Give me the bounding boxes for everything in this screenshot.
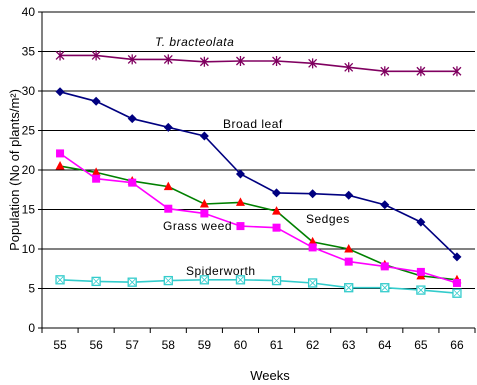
y-tick-label: 30: [22, 84, 36, 98]
data-point: [235, 275, 246, 285]
data-point: [127, 54, 137, 65]
data-point: [380, 262, 389, 271]
data-point: [55, 275, 65, 285]
data-point: [164, 204, 173, 213]
data-point: [452, 252, 462, 262]
x-tick-label: 59: [198, 338, 212, 352]
axes: 0 5 10 15 20 25 30 35 40 55 56 57 58 59 60 61 62 63 64 65 66: [22, 5, 476, 352]
series-1: [55, 87, 462, 262]
data-point: [55, 50, 65, 61]
data-point: [380, 66, 390, 77]
data-point: [163, 54, 173, 65]
data-point: [272, 55, 282, 66]
data-point: [416, 267, 425, 276]
data-point: [271, 275, 282, 286]
series-label-broad-leaf: Broad leaf: [223, 117, 283, 131]
data-point: [91, 50, 101, 61]
data-point: [308, 189, 318, 199]
data-point: [344, 283, 354, 293]
x-tick-label: 61: [270, 338, 284, 352]
data-point: [127, 277, 137, 287]
y-tick-label: 0: [28, 321, 35, 335]
data-point: [199, 56, 209, 67]
data-point: [308, 236, 318, 246]
data-point: [308, 58, 318, 69]
series-line: [60, 54, 457, 73]
data-point: [416, 285, 426, 295]
y-tick-label: 10: [22, 242, 36, 256]
data-point: [272, 206, 282, 215]
y-tick-label: 20: [22, 163, 36, 177]
x-tick-label: 57: [126, 338, 140, 352]
data-point: [235, 169, 245, 179]
series-line: [59, 278, 458, 294]
x-tick-label: 55: [53, 338, 67, 352]
series-2: [55, 161, 462, 284]
data-point: [199, 275, 210, 285]
gridlines: [42, 11, 475, 289]
data-point: [235, 55, 245, 66]
series-label-spiderworth: Spiderworth: [186, 264, 256, 278]
series-label-sedges: Sedges: [306, 212, 350, 226]
data-point: [91, 276, 101, 287]
x-tick-label: 64: [378, 338, 392, 352]
data-point: [452, 288, 462, 298]
x-tick-label: 56: [89, 338, 103, 352]
data-point: [272, 223, 281, 232]
y-tick-label: 35: [22, 45, 36, 59]
data-point: [163, 275, 173, 286]
x-tick-label: 58: [162, 338, 176, 352]
data-point: [128, 178, 137, 187]
data-point: [416, 66, 426, 77]
data-point: [344, 244, 354, 253]
y-tick-label: 40: [22, 5, 36, 19]
data-point: [55, 87, 65, 97]
data-point: [236, 222, 245, 231]
x-tick-label: 66: [450, 338, 464, 352]
data-point: [380, 200, 390, 210]
data-point: [416, 217, 426, 227]
data-point: [272, 188, 282, 198]
series-4: [55, 275, 462, 298]
y-tick-label: 25: [22, 124, 36, 138]
x-tick-label: 60: [234, 338, 248, 352]
x-tick-label: 62: [306, 338, 320, 352]
series-label-grass-weed: Grass weed: [163, 219, 232, 233]
data-point: [91, 167, 101, 176]
data-point: [307, 278, 318, 288]
data-point: [200, 209, 209, 218]
data-point: [344, 190, 354, 200]
data-point: [163, 181, 173, 191]
data-point: [127, 114, 137, 124]
data-point: [199, 198, 209, 208]
series-layer: [55, 50, 462, 298]
data-point: [344, 257, 353, 266]
x-tick-label: 65: [414, 338, 428, 352]
data-point: [344, 62, 354, 73]
series-line: [59, 152, 458, 284]
data-point: [308, 243, 317, 252]
series-line: [59, 91, 458, 258]
x-tick-label: 63: [342, 338, 356, 352]
series-3: [56, 149, 461, 287]
data-point: [56, 149, 65, 158]
series-0: [55, 50, 462, 77]
y-axis-title: Population (No of plants/m²): [7, 89, 22, 251]
data-point: [380, 283, 390, 293]
series-label-t-bracteolata: T. bracteolata: [155, 35, 234, 49]
data-point: [92, 174, 101, 183]
data-point: [91, 96, 101, 106]
y-tick-label: 5: [28, 282, 35, 296]
y-tick-label: 15: [22, 203, 36, 217]
series-labels: T. bracteolata Broad leaf Sedges Grass w…: [155, 35, 350, 278]
data-point: [55, 161, 65, 170]
data-point: [235, 197, 245, 206]
data-point: [163, 122, 173, 132]
data-point: [452, 66, 462, 77]
x-axis-title: Weeks: [250, 368, 290, 383]
data-point: [199, 131, 209, 141]
data-point: [452, 278, 461, 287]
